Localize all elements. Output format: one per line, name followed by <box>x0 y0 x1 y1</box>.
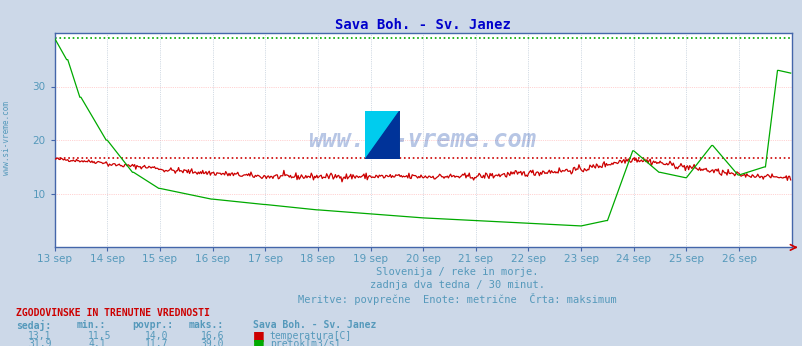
Text: maks.:: maks.: <box>188 320 224 330</box>
Text: 39,0: 39,0 <box>200 339 224 346</box>
Text: 14,0: 14,0 <box>144 331 168 340</box>
Text: povpr.:: povpr.: <box>132 320 173 330</box>
Polygon shape <box>365 111 399 159</box>
Text: sedaj:: sedaj: <box>16 320 51 331</box>
Text: Meritve: povprečne  Enote: metrične  Črta: maksimum: Meritve: povprečne Enote: metrične Črta:… <box>298 293 616 305</box>
Text: ■: ■ <box>253 337 265 346</box>
Text: min.:: min.: <box>76 320 106 330</box>
Text: 11,5: 11,5 <box>88 331 111 340</box>
Text: ■: ■ <box>253 329 265 342</box>
Text: zadnja dva tedna / 30 minut.: zadnja dva tedna / 30 minut. <box>370 281 545 290</box>
Text: 11,7: 11,7 <box>144 339 168 346</box>
Text: 13,1: 13,1 <box>28 331 51 340</box>
Text: ZGODOVINSKE IN TRENUTNE VREDNOSTI: ZGODOVINSKE IN TRENUTNE VREDNOSTI <box>16 308 209 318</box>
Text: 31,9: 31,9 <box>28 339 51 346</box>
Text: temperatura[C]: temperatura[C] <box>269 331 351 340</box>
Title: Sava Boh. - Sv. Janez: Sava Boh. - Sv. Janez <box>334 18 511 32</box>
Text: pretok[m3/s]: pretok[m3/s] <box>269 339 340 346</box>
Text: Slovenija / reke in morje.: Slovenija / reke in morje. <box>376 267 538 276</box>
Text: www.si-vreme.com: www.si-vreme.com <box>2 101 11 175</box>
Text: www.si-vreme.com: www.si-vreme.com <box>309 128 537 152</box>
Text: 4,1: 4,1 <box>88 339 106 346</box>
Polygon shape <box>365 111 399 159</box>
Text: 16,6: 16,6 <box>200 331 224 340</box>
Text: Sava Boh. - Sv. Janez: Sava Boh. - Sv. Janez <box>253 320 376 330</box>
